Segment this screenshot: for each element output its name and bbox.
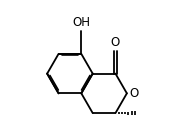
Text: OH: OH [72,16,90,29]
Text: O: O [111,36,120,49]
Text: O: O [130,87,139,100]
